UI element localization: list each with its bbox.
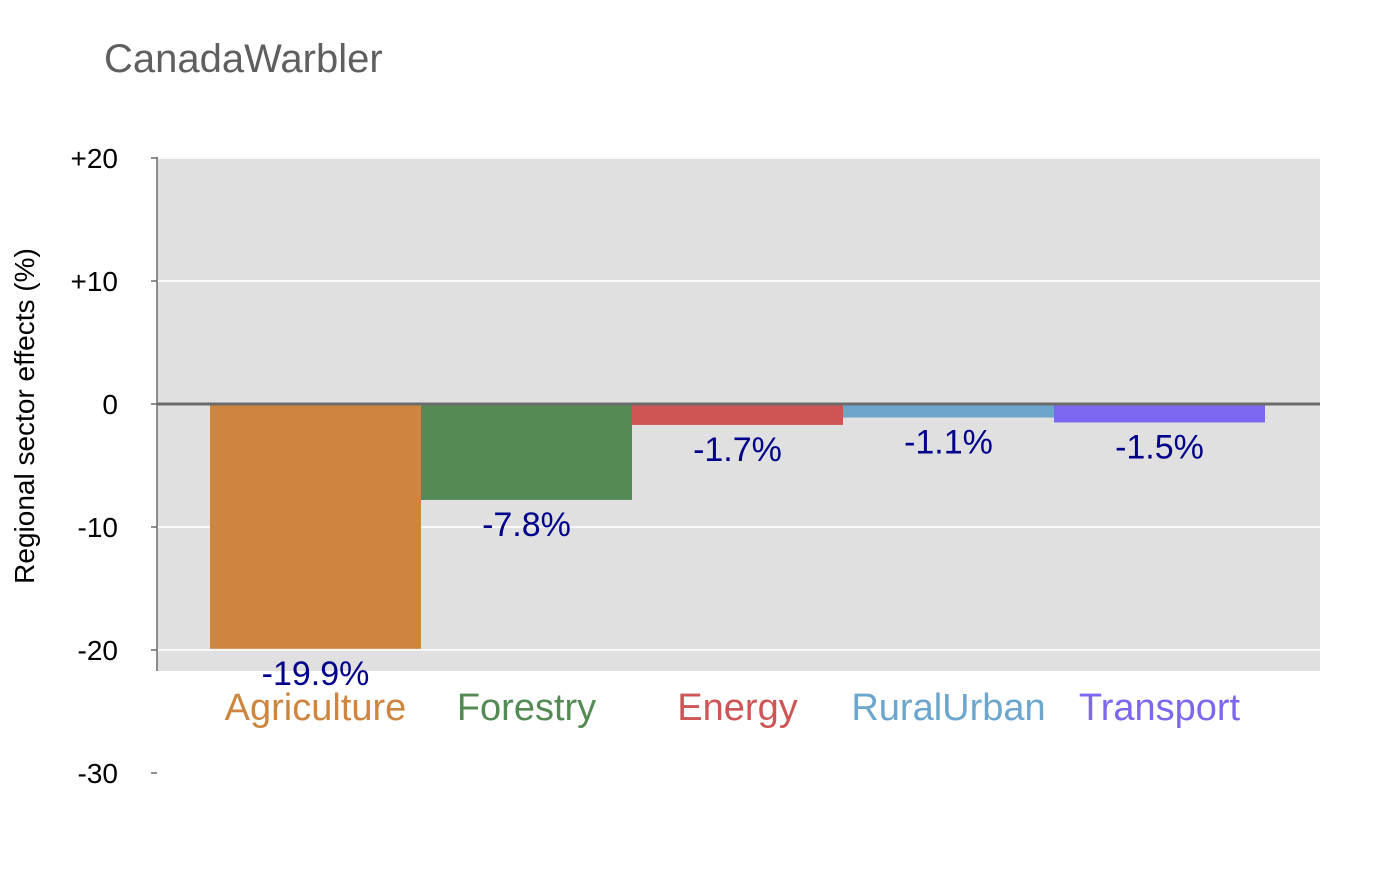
category-label: Energy: [677, 687, 797, 729]
data-label: -1.1%: [904, 424, 993, 462]
bar-energy: [632, 404, 843, 425]
data-label: -1.7%: [693, 431, 782, 469]
y-axis-label: Regional sector effects (%): [9, 248, 40, 584]
category-label: Forestry: [457, 687, 596, 729]
bar-ruralurban: [843, 404, 1054, 418]
category-labels: Agriculture Forestry Energy RuralUrban Trans…: [225, 687, 1241, 729]
bar-agriculture: [210, 404, 421, 649]
data-labels: -19.9% -7.8% -1.7% -1.1% -1.5%: [262, 424, 1204, 693]
y-tick-label: -30: [78, 758, 118, 789]
chart-title: CanadaWarbler: [104, 37, 383, 81]
bar-forestry: [421, 404, 632, 500]
bar-transport: [1054, 404, 1265, 423]
y-axis-ticks: +20 +10 0 -10 -20 -30: [71, 143, 157, 789]
bars: [210, 404, 1265, 649]
y-tick-label: -10: [78, 512, 118, 543]
y-tick-label: +20: [71, 143, 119, 174]
category-label: Agriculture: [225, 687, 407, 729]
category-label: RuralUrban: [851, 687, 1045, 729]
data-label: -7.8%: [482, 506, 571, 544]
y-tick-label: -20: [78, 635, 118, 666]
y-tick-label: 0: [102, 389, 118, 420]
y-tick-label: +10: [71, 266, 119, 297]
data-label: -19.9%: [262, 655, 370, 693]
data-label: -1.5%: [1115, 428, 1204, 466]
category-label: Transport: [1079, 687, 1241, 729]
